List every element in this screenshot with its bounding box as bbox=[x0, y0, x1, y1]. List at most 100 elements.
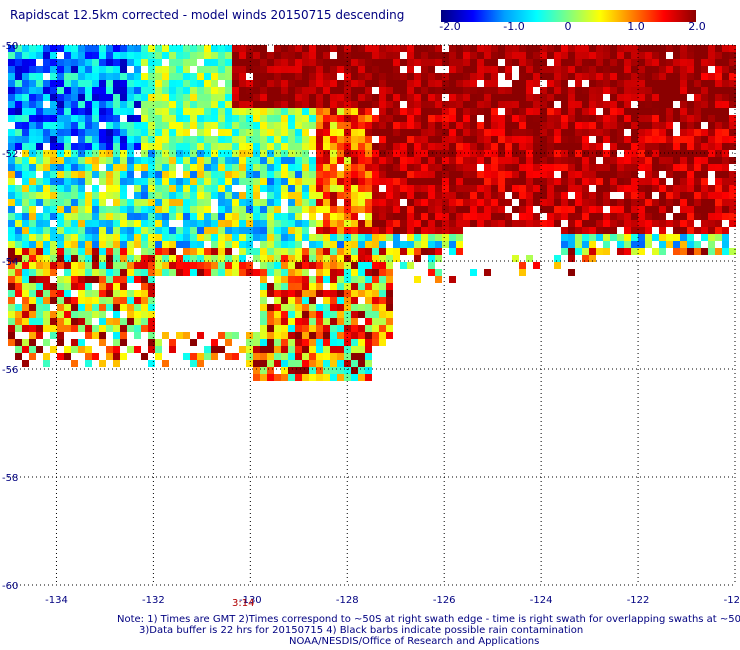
wind-difference-cell bbox=[330, 227, 337, 234]
wind-difference-cell bbox=[407, 143, 414, 150]
wind-difference-cell bbox=[624, 136, 631, 143]
wind-difference-cell bbox=[316, 157, 323, 164]
wind-difference-cell bbox=[519, 262, 526, 269]
wind-difference-cell bbox=[449, 164, 456, 171]
wind-difference-cell bbox=[435, 108, 442, 115]
wind-difference-cell bbox=[449, 136, 456, 143]
wind-difference-cell bbox=[197, 353, 204, 360]
wind-difference-cell bbox=[456, 87, 463, 94]
wind-difference-cell bbox=[484, 115, 491, 122]
wind-difference-cell bbox=[561, 80, 568, 87]
wind-difference-cell bbox=[302, 66, 309, 73]
wind-difference-cell bbox=[29, 59, 36, 66]
wind-difference-cell bbox=[582, 87, 589, 94]
wind-difference-cell bbox=[351, 227, 358, 234]
wind-difference-cell bbox=[694, 157, 701, 164]
wind-difference-cell bbox=[372, 164, 379, 171]
wind-difference-cell bbox=[421, 199, 428, 206]
wind-difference-cell bbox=[197, 220, 204, 227]
wind-difference-cell bbox=[127, 87, 134, 94]
wind-difference-cell bbox=[50, 255, 57, 262]
wind-difference-cell bbox=[148, 87, 155, 94]
wind-difference-cell bbox=[365, 136, 372, 143]
wind-difference-cell bbox=[78, 66, 85, 73]
wind-difference-cell bbox=[316, 346, 323, 353]
wind-difference-cell bbox=[484, 157, 491, 164]
wind-difference-cell bbox=[302, 339, 309, 346]
wind-difference-cell bbox=[36, 101, 43, 108]
wind-difference-cell bbox=[64, 136, 71, 143]
wind-difference-cell bbox=[477, 157, 484, 164]
wind-difference-cell bbox=[302, 143, 309, 150]
wind-difference-cell bbox=[267, 206, 274, 213]
wind-difference-cell bbox=[386, 150, 393, 157]
wind-difference-cell bbox=[393, 234, 400, 241]
wind-difference-cell bbox=[617, 94, 624, 101]
wind-difference-cell bbox=[323, 290, 330, 297]
wind-difference-cell bbox=[484, 178, 491, 185]
wind-difference-cell bbox=[183, 227, 190, 234]
wind-difference-cell bbox=[421, 80, 428, 87]
wind-difference-cell bbox=[344, 367, 351, 374]
wind-difference-cell bbox=[127, 52, 134, 59]
wind-difference-cell bbox=[708, 157, 715, 164]
wind-difference-cell bbox=[428, 150, 435, 157]
wind-difference-cell bbox=[211, 87, 218, 94]
wind-difference-cell bbox=[8, 241, 15, 248]
wind-difference-cell bbox=[197, 262, 204, 269]
wind-difference-cell bbox=[211, 234, 218, 241]
wind-difference-cell bbox=[659, 129, 666, 136]
wind-difference-cell bbox=[638, 220, 645, 227]
wind-difference-cell bbox=[22, 157, 29, 164]
wind-difference-cell bbox=[239, 241, 246, 248]
wind-difference-cell bbox=[379, 255, 386, 262]
wind-difference-cell bbox=[722, 171, 729, 178]
wind-difference-cell bbox=[99, 178, 106, 185]
wind-difference-cell bbox=[400, 227, 407, 234]
wind-difference-cell bbox=[624, 108, 631, 115]
wind-difference-cell bbox=[155, 143, 162, 150]
wind-difference-cell bbox=[113, 241, 120, 248]
lon-tick-label: -132 bbox=[142, 595, 165, 606]
wind-difference-cell bbox=[372, 290, 379, 297]
wind-difference-cell bbox=[554, 157, 561, 164]
wind-difference-cell bbox=[617, 122, 624, 129]
wind-difference-cell bbox=[148, 80, 155, 87]
wind-difference-cell bbox=[169, 94, 176, 101]
wind-difference-cell bbox=[316, 185, 323, 192]
wind-difference-cell bbox=[694, 206, 701, 213]
wind-difference-cell bbox=[218, 66, 225, 73]
wind-difference-cell bbox=[246, 157, 253, 164]
wind-difference-cell bbox=[36, 87, 43, 94]
wind-difference-cell bbox=[337, 255, 344, 262]
wind-difference-cell bbox=[596, 164, 603, 171]
wind-difference-cell bbox=[50, 234, 57, 241]
wind-difference-cell bbox=[71, 122, 78, 129]
wind-difference-cell bbox=[148, 122, 155, 129]
wind-difference-cell bbox=[113, 129, 120, 136]
wind-difference-cell bbox=[36, 325, 43, 332]
wind-difference-cell bbox=[36, 283, 43, 290]
wind-difference-cell bbox=[638, 52, 645, 59]
wind-difference-cell bbox=[323, 220, 330, 227]
wind-difference-cell bbox=[372, 241, 379, 248]
wind-difference-cell bbox=[8, 290, 15, 297]
wind-difference-cell bbox=[246, 241, 253, 248]
wind-difference-cell bbox=[71, 318, 78, 325]
wind-difference-cell bbox=[204, 255, 211, 262]
wind-difference-cell bbox=[169, 80, 176, 87]
wind-difference-cell bbox=[722, 101, 729, 108]
wind-difference-cell bbox=[617, 157, 624, 164]
wind-difference-cell bbox=[624, 185, 631, 192]
wind-difference-cell bbox=[197, 122, 204, 129]
wind-difference-cell bbox=[638, 206, 645, 213]
wind-difference-cell bbox=[50, 332, 57, 339]
wind-difference-cell bbox=[526, 101, 533, 108]
wind-difference-cell bbox=[414, 150, 421, 157]
wind-difference-cell bbox=[8, 311, 15, 318]
wind-difference-cell bbox=[456, 73, 463, 80]
wind-difference-cell bbox=[50, 192, 57, 199]
wind-difference-cell bbox=[561, 52, 568, 59]
wind-difference-cell bbox=[554, 164, 561, 171]
wind-difference-cell bbox=[701, 220, 708, 227]
